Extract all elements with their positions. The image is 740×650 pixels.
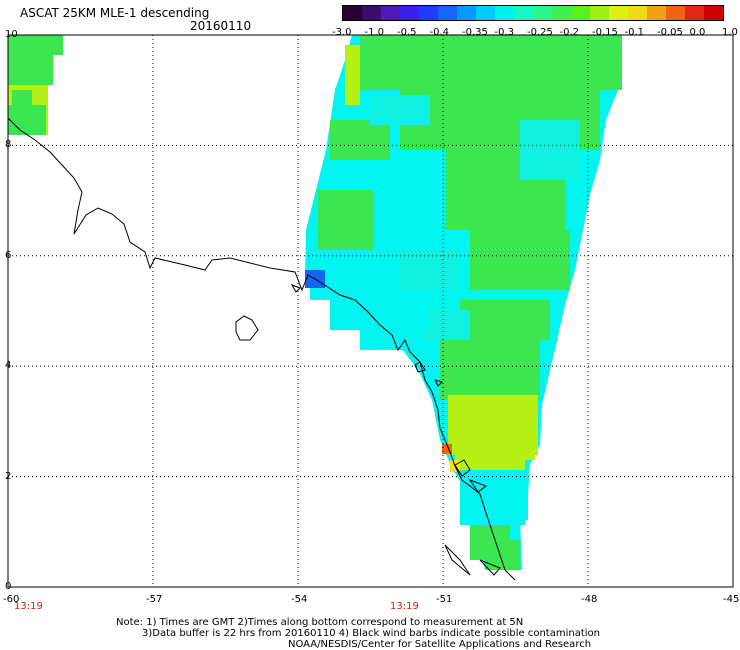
x-tick-label: -51: [436, 594, 453, 605]
colorbar-segment: [400, 6, 420, 20]
y-tick-label: 6: [5, 249, 12, 261]
colorbar-segment: [438, 6, 458, 20]
swath-cell: [400, 250, 460, 290]
colorbar-tick-label: -0.05: [657, 27, 683, 38]
colorbar-segment: [495, 6, 515, 20]
chart-title: ASCAT 25KM MLE-1 descending: [20, 6, 210, 20]
swath-cell: [12, 90, 32, 105]
swath-cell: [360, 35, 622, 90]
colorbar-segment: [666, 6, 686, 20]
coastline-segment: [290, 284, 301, 293]
map-frame: [7, 34, 734, 588]
grid-lines: [8, 35, 733, 587]
coastline: [7, 117, 516, 581]
colorbar-segment: [685, 6, 705, 20]
colorbar-tick-label: -0.3: [494, 27, 515, 38]
colorbar-tick-label: -0.4: [429, 27, 450, 38]
colorbar-segment: [514, 6, 534, 20]
colorbar-segment: [647, 6, 667, 20]
swath-cell: [442, 444, 452, 454]
x-tick-label: -48: [581, 594, 598, 605]
swath-cell: [520, 120, 580, 180]
colorbar-segment: [343, 6, 363, 20]
colorbar-tick-label: -0.5: [397, 27, 417, 38]
swath-cell: [470, 420, 535, 460]
swath-cell: [485, 540, 520, 570]
swath-data: [8, 35, 622, 570]
colorbar: [342, 5, 724, 21]
swath-cell: [8, 35, 63, 55]
chart-date: 20160110: [190, 19, 252, 33]
note-line-1: Note: 1) Times are GMT 2)Times along bot…: [116, 617, 524, 628]
y-tick-label: 4: [5, 360, 12, 372]
pass-time-center: 13:19: [390, 601, 419, 612]
colorbar-tick-label: -0.35: [462, 27, 488, 38]
y-tick-label: 0: [5, 581, 12, 592]
colorbar-tick-label: 1.0: [722, 27, 738, 38]
swath-cell: [470, 230, 570, 290]
x-tick-label: -45: [723, 594, 740, 605]
coastline-segment: [235, 315, 259, 341]
coastline-segment: [434, 379, 443, 387]
colorbar-tick-label: -0.2: [559, 27, 580, 38]
colorbar-segment: [533, 6, 553, 20]
swath-cell: [345, 45, 360, 105]
coastline-segment: [454, 459, 471, 477]
swath-cell: [8, 55, 53, 85]
x-tick-label: -60: [3, 594, 20, 605]
note-line-2: 3)Data buffer is 22 hrs from 20160110 4)…: [142, 628, 600, 639]
pass-time-left: 13:19: [14, 601, 43, 612]
colorbar-segment: [590, 6, 610, 20]
colorbar-tick-label: -0.1: [624, 27, 645, 38]
colorbar-tick-label: -0.25: [527, 27, 553, 38]
swath-cell: [318, 190, 373, 250]
colorbar-tick-label: -3.0: [332, 27, 352, 38]
coastline-segment: [479, 559, 501, 576]
colorbar-tick-label: -0.15: [592, 27, 618, 38]
colorbar-tick-label: 0.0: [689, 27, 706, 38]
swath-cell: [455, 455, 525, 470]
colorbar-segment: [362, 6, 382, 20]
coastline-segment: [444, 544, 471, 576]
swath-cell: [360, 320, 420, 350]
colorbar-segment: [457, 6, 477, 20]
swath-cell: [8, 105, 46, 135]
colorbar-segment: [571, 6, 591, 20]
colorbar-tick-label: -1.0: [364, 27, 385, 38]
coastline-segment: [7, 117, 516, 581]
coastline-segment: [468, 478, 488, 493]
colorbar-segment: [704, 6, 724, 20]
colorbar-segment: [609, 6, 629, 20]
colorbar-segment: [628, 6, 648, 20]
colorbar-segment: [476, 6, 496, 20]
swath-cell: [330, 120, 390, 160]
y-tick-label: 2: [5, 470, 12, 482]
x-tick-label: -57: [146, 594, 163, 605]
coastline-segment: [414, 361, 426, 373]
swath-cell: [478, 490, 528, 520]
y-tick-label: 10: [5, 29, 18, 40]
note-line-3: NOAA/NESDIS/Center for Satellite Applica…: [288, 639, 592, 650]
colorbar-segment: [419, 6, 439, 20]
colorbar-segment: [552, 6, 572, 20]
swath-cell: [370, 95, 430, 125]
colorbar-segment: [381, 6, 401, 20]
y-tick-label: 8: [5, 139, 12, 151]
swath-cell: [440, 340, 540, 400]
swath-cell: [460, 300, 550, 340]
colorbar-tick-labels: -3.0 -1.0 -0.5 -0.4 -0.35 -0.3 -0.25 -0.2 -0.15-…: [324, 27, 740, 41]
x-tick-label: -54: [291, 594, 308, 605]
